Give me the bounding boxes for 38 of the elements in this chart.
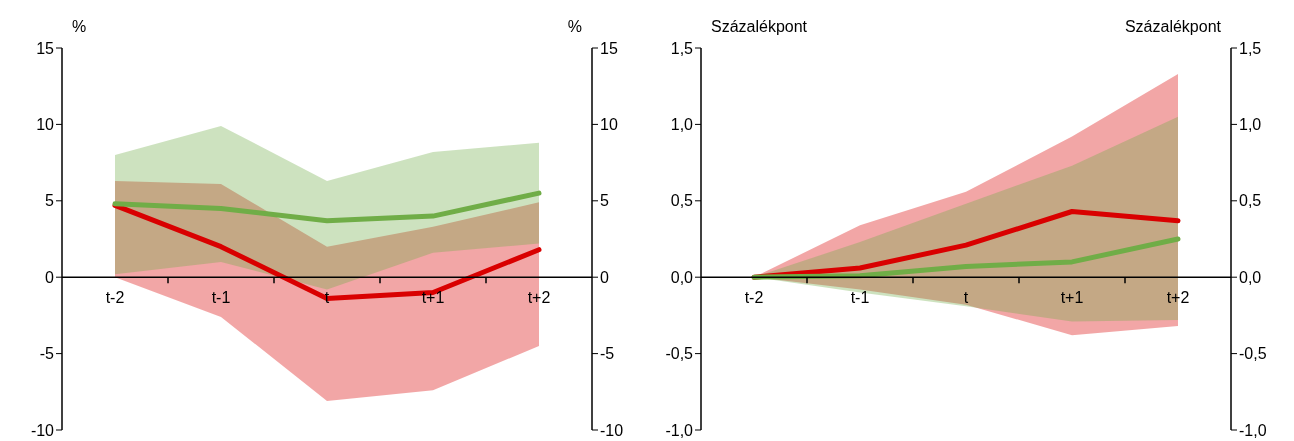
y2-tick-label: -1,0 <box>1239 421 1267 439</box>
x-tick-label: t <box>963 289 969 307</box>
y2-tick-label: 0,0 <box>1239 268 1262 286</box>
y2-axis-title: % <box>567 18 582 35</box>
x-tick-label: t+1 <box>421 289 445 307</box>
y2-tick-label: 5 <box>600 192 609 210</box>
x-tick-label: t+2 <box>1166 289 1190 307</box>
y-axis-title: % <box>72 18 87 35</box>
y-tick-label: -10 <box>30 421 55 439</box>
y2-tick-label: 15 <box>600 39 618 57</box>
y-tick-label: 0,0 <box>670 268 694 286</box>
x-tick-label: t-1 <box>850 289 870 307</box>
x-tick-label: t-2 <box>744 289 764 307</box>
y-axis-title: Százalékpont <box>711 18 808 35</box>
y-tick-label: 15 <box>36 39 55 57</box>
x-tick-label: t+1 <box>1060 289 1084 307</box>
y-tick-label: 0,5 <box>670 192 694 210</box>
y-tick-label: 1,5 <box>670 39 694 57</box>
y2-tick-label: 10 <box>600 116 618 134</box>
y2-tick-label: 0 <box>600 268 609 286</box>
y-tick-label: 10 <box>36 116 55 134</box>
y2-tick-label: -10 <box>600 421 624 439</box>
y2-tick-label: -0,5 <box>1239 345 1267 363</box>
y2-tick-label: 1,5 <box>1239 39 1262 57</box>
y2-axis-title: Százalékpont <box>1124 18 1222 35</box>
x-tick-label: t+2 <box>527 289 551 307</box>
y-tick-label: 5 <box>45 192 55 210</box>
x-tick-label: t-2 <box>105 289 125 307</box>
x-tick-label: t <box>324 289 330 307</box>
y-tick-label: -5 <box>39 345 55 363</box>
y-tick-label: 0 <box>45 268 55 286</box>
y2-tick-label: -5 <box>600 345 615 363</box>
x-tick-label: t-1 <box>211 289 231 307</box>
y-tick-label: -1,0 <box>665 421 694 439</box>
y2-tick-label: 0,5 <box>1239 192 1262 210</box>
y-tick-label: 1,0 <box>670 116 694 134</box>
y-tick-label: -0,5 <box>665 345 694 363</box>
y2-tick-label: 1,0 <box>1239 116 1262 134</box>
